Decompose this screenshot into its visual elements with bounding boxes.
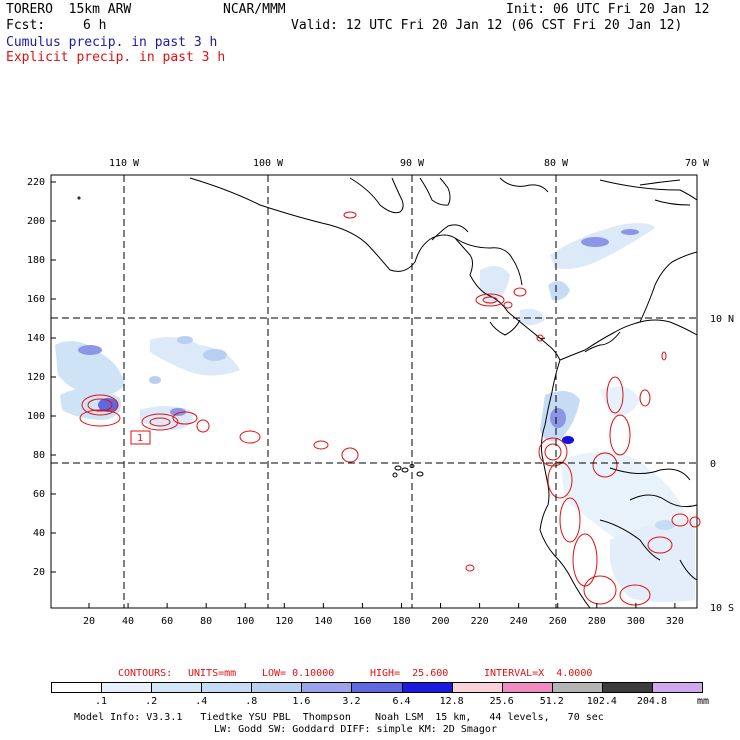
contour-info-units: UNITS=mm (188, 668, 237, 679)
y-tick-label: 20 (33, 567, 45, 578)
legend-unit: mm (697, 696, 710, 707)
init-time: Init: 06 UTC Fri 20 Jan 12 (506, 2, 710, 17)
contour-info-label: CONTOURS: (118, 668, 173, 679)
coastlines (77, 177, 698, 609)
contour-info-interval: INTERVAL=X 4.0000 (484, 668, 593, 679)
y-tick-label: 80 (33, 450, 45, 461)
y-tick-label: 140 (27, 333, 45, 344)
y-tick-label: 40 (33, 528, 45, 539)
lon-label-90w: 90 W (400, 158, 425, 169)
axis-ticks (51, 181, 676, 608)
x-tick-label: 40 (122, 616, 134, 627)
x-tick-label: 260 (549, 616, 567, 627)
legend-label: 12.8 (439, 696, 464, 707)
legend-swatch (401, 682, 453, 693)
y-tick-label: 220 (27, 177, 45, 188)
x-tick-label: 220 (471, 616, 489, 627)
lon-label-70w: 70 W (685, 158, 710, 169)
legend-label: .2 (145, 696, 158, 707)
precip-contours (79, 211, 701, 606)
legend-label: .1 (95, 696, 108, 707)
legend-swatch (551, 682, 603, 693)
legend-swatch (201, 682, 253, 693)
model-info: Model Info: V3.3.1 Tiedtke YSU PBL Thomp… (74, 712, 604, 723)
y-tick-label: 120 (27, 372, 45, 383)
legend-label: 51.2 (539, 696, 564, 707)
x-tick-label: 100 (236, 616, 254, 627)
contour-info-high: HIGH= 25.600 (370, 668, 449, 679)
physics-info: LW: Godd SW: Goddard DIFF: simple KM: 2D… (214, 724, 497, 735)
fcst-label: Fcst: (6, 18, 46, 33)
x-tick-label: 140 (314, 616, 332, 627)
legend-label: .4 (195, 696, 208, 707)
legend-swatch (301, 682, 353, 693)
lon-label-110w: 110 W (109, 158, 140, 169)
x-tick-label: 280 (588, 616, 606, 627)
precip-shading (55, 223, 695, 603)
legend-swatch (501, 682, 553, 693)
x-tick-label: 160 (353, 616, 371, 627)
y-tick-label: 100 (27, 411, 45, 422)
lat-label-10s: 10 S (710, 603, 734, 614)
y-tick-label: 200 (27, 216, 45, 227)
x-tick-label: 20 (83, 616, 95, 627)
legend-label: 6.4 (392, 696, 411, 707)
graticule (51, 175, 697, 608)
valid-time: Valid: 12 UTC Fri 20 Jan 12 (06 CST Fri … (291, 18, 683, 33)
org-label: NCAR/MMM (223, 2, 286, 17)
legend-label: 3.2 (342, 696, 361, 707)
lon-label-100w: 100 W (253, 158, 284, 169)
explicit-legend: Explicit precip. in past 3 h (6, 50, 226, 65)
legend-label: 1.6 (292, 696, 311, 707)
lat-label-10n: 10 N (710, 314, 734, 325)
legend-swatch (601, 682, 653, 693)
cumulus-legend: Cumulus precip. in past 3 h (6, 35, 218, 50)
legend-swatch (451, 682, 503, 693)
legend-swatch (151, 682, 203, 693)
legend-swatch (251, 682, 303, 693)
x-tick-label: 180 (392, 616, 410, 627)
x-tick-label: 240 (510, 616, 528, 627)
legend-swatch (351, 682, 403, 693)
contour-label-box (130, 430, 151, 445)
x-tick-label: 320 (666, 616, 684, 627)
fcst-hours: 6 h (83, 18, 107, 33)
x-tick-label: 300 (627, 616, 645, 627)
contour-info-low: LOW= 0.10000 (262, 668, 335, 679)
legend-swatch (101, 682, 153, 693)
legend-label: .8 (245, 696, 258, 707)
lat-label-0: 0 (710, 459, 716, 470)
y-tick-label: 60 (33, 489, 45, 500)
model-title: TORERO 15km ARW (6, 2, 132, 17)
legend-label: 102.4 (586, 696, 617, 707)
x-tick-label: 200 (432, 616, 450, 627)
legend-swatch (51, 682, 103, 693)
legend-swatch (651, 682, 703, 693)
contour-label: 1 (137, 433, 143, 444)
lon-label-80w: 80 W (544, 158, 569, 169)
y-tick-label: 180 (27, 255, 45, 266)
x-tick-label: 60 (161, 616, 173, 627)
y-tick-label: 160 (27, 294, 45, 305)
x-tick-label: 80 (200, 616, 212, 627)
legend-label: 25.6 (489, 696, 514, 707)
x-tick-label: 120 (275, 616, 293, 627)
legend-label: 204.8 (636, 696, 667, 707)
